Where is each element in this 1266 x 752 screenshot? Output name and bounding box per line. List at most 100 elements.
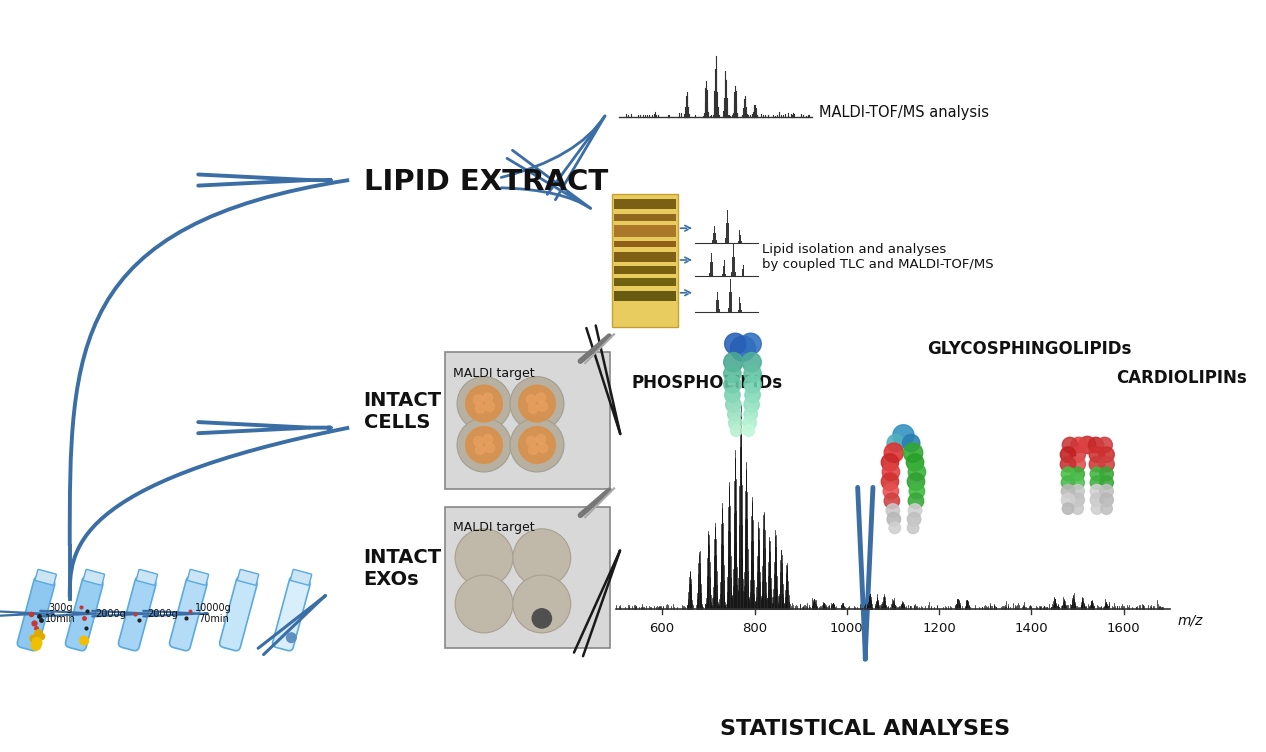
Text: 1000: 1000 (830, 622, 863, 635)
Text: INTACT
EXOs: INTACT EXOs (363, 547, 442, 589)
Circle shape (1089, 456, 1105, 472)
Circle shape (741, 333, 761, 354)
Circle shape (908, 504, 922, 517)
Circle shape (1062, 437, 1077, 453)
Circle shape (881, 473, 899, 490)
Circle shape (893, 425, 914, 446)
Text: 2000g: 2000g (147, 608, 177, 619)
Circle shape (887, 512, 900, 526)
Text: MALDI target: MALDI target (453, 521, 534, 534)
Circle shape (1062, 503, 1074, 514)
Text: 600: 600 (649, 622, 675, 635)
Circle shape (1061, 467, 1075, 481)
Text: LIPID EXTRACT: LIPID EXTRACT (363, 168, 608, 196)
Circle shape (1090, 476, 1104, 490)
Circle shape (1071, 484, 1085, 498)
Circle shape (1099, 456, 1114, 472)
Circle shape (286, 633, 296, 642)
Circle shape (1100, 476, 1113, 490)
Circle shape (744, 365, 761, 382)
Circle shape (484, 393, 492, 402)
FancyBboxPatch shape (238, 569, 258, 585)
Circle shape (32, 641, 41, 650)
FancyBboxPatch shape (614, 253, 676, 262)
FancyBboxPatch shape (614, 291, 676, 302)
Circle shape (724, 333, 746, 354)
Circle shape (527, 395, 536, 405)
Circle shape (744, 408, 757, 421)
Circle shape (1100, 467, 1113, 481)
Circle shape (730, 336, 756, 361)
FancyBboxPatch shape (66, 577, 103, 650)
Circle shape (32, 638, 42, 647)
Circle shape (527, 436, 536, 446)
Text: 1400: 1400 (1014, 622, 1048, 635)
Circle shape (80, 636, 89, 645)
Circle shape (485, 443, 495, 453)
FancyBboxPatch shape (272, 577, 310, 650)
Circle shape (466, 426, 503, 463)
Circle shape (744, 397, 760, 412)
Text: 1200: 1200 (923, 622, 956, 635)
Text: STATISTICAL ANALYSES: STATISTICAL ANALYSES (720, 719, 1010, 739)
FancyBboxPatch shape (119, 577, 156, 650)
FancyBboxPatch shape (444, 507, 610, 648)
Circle shape (466, 385, 503, 422)
FancyBboxPatch shape (613, 195, 677, 327)
FancyBboxPatch shape (614, 278, 676, 286)
Circle shape (1061, 447, 1076, 462)
Circle shape (728, 408, 741, 421)
Text: 300g
10min: 300g 10min (44, 603, 76, 624)
FancyBboxPatch shape (170, 577, 206, 650)
Circle shape (884, 484, 899, 499)
FancyBboxPatch shape (290, 569, 311, 585)
Circle shape (889, 522, 900, 534)
Circle shape (513, 529, 571, 587)
Circle shape (454, 575, 513, 633)
Circle shape (1089, 447, 1105, 462)
Text: Lipid isolation and analyses
by coupled TLC and MALDI-TOF/MS: Lipid isolation and analyses by coupled … (762, 243, 994, 271)
Circle shape (882, 463, 900, 481)
Circle shape (538, 402, 548, 411)
FancyBboxPatch shape (18, 577, 54, 650)
Circle shape (1070, 447, 1085, 462)
Circle shape (1071, 476, 1085, 490)
Circle shape (887, 435, 904, 452)
Circle shape (1079, 436, 1096, 453)
Circle shape (510, 418, 563, 472)
Circle shape (884, 443, 904, 462)
Circle shape (725, 397, 741, 412)
Circle shape (886, 504, 900, 517)
Circle shape (532, 609, 552, 628)
Circle shape (519, 385, 556, 422)
Circle shape (908, 512, 920, 526)
Text: 1600: 1600 (1106, 622, 1141, 635)
Circle shape (1100, 484, 1113, 498)
Circle shape (473, 436, 484, 446)
Circle shape (473, 395, 484, 405)
Circle shape (724, 353, 743, 371)
Text: PHOSPHOLIPIDs: PHOSPHOLIPIDs (632, 374, 782, 392)
FancyBboxPatch shape (614, 265, 676, 274)
Circle shape (1061, 456, 1076, 472)
Circle shape (1071, 493, 1085, 507)
Circle shape (538, 443, 548, 453)
FancyBboxPatch shape (614, 226, 676, 237)
Text: CARDIOLIPINs: CARDIOLIPINs (1117, 368, 1247, 387)
Circle shape (903, 435, 920, 452)
Circle shape (743, 425, 755, 436)
Circle shape (906, 453, 924, 471)
Circle shape (724, 375, 741, 393)
Text: MALDI-TOF/MS analysis: MALDI-TOF/MS analysis (819, 105, 989, 120)
Circle shape (724, 387, 741, 402)
Circle shape (475, 404, 485, 413)
Circle shape (1099, 447, 1114, 462)
FancyBboxPatch shape (614, 241, 676, 247)
Text: 2000g: 2000g (95, 608, 125, 619)
Circle shape (744, 387, 761, 402)
Circle shape (728, 416, 742, 429)
Circle shape (457, 377, 511, 431)
Circle shape (742, 353, 761, 371)
Circle shape (528, 445, 538, 455)
Circle shape (743, 416, 757, 429)
